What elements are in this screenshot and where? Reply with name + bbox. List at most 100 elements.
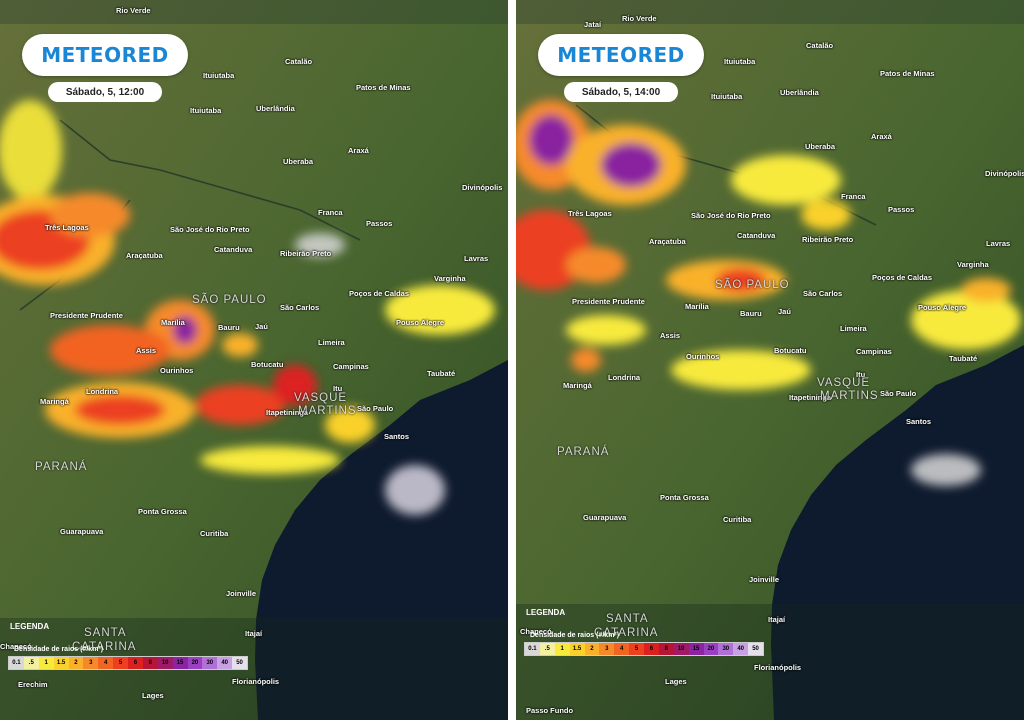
city-label: Uberaba [283,157,314,166]
timestamp-badge: Sábado, 5, 12:00 [48,82,162,102]
city-label: Pouso Alegre [396,318,445,327]
legend-bin: 40 [733,643,749,655]
brand-name: METEORED [557,43,685,67]
city-label: Marília [161,318,185,327]
state-label: SANTA [606,613,649,625]
city-label: Ituiutaba [711,92,743,101]
city-label: Florianópolis [232,677,280,686]
state-label: SÃO PAULO [715,279,790,291]
city-label: Ituiutaba [203,71,235,80]
city-label: Presidente Prudente [50,311,123,320]
city-label: Uberlândia [256,104,295,113]
state-label: MARTINS [820,390,879,402]
city-label: Lavras [986,239,1011,248]
city-label: Rio Verde [622,14,657,23]
state-label: MARTINS [298,405,357,417]
city-label: Presidente Prudente [572,297,645,306]
city-label: Passos [366,219,393,228]
city-label: Joinville [749,575,780,584]
map-panel-right: METEORED Sábado, 5, 14:00 Jataí Rio Verde… [516,0,1024,720]
city-label: Uberlândia [780,88,819,97]
state-label: CATARINA [594,627,659,639]
city-label: Maringá [40,397,69,406]
satellite-map-right [516,0,1024,720]
city-label: Ituiutaba [724,57,756,66]
city-label: Catanduva [737,231,776,240]
state-label: CATARINA [72,641,137,653]
legend-bin: 30 [718,643,734,655]
city-label: Itu [333,384,343,393]
city-label: Ponta Grossa [138,507,187,516]
city-label: Londrina [86,387,119,396]
city-label: Jataí [584,20,602,29]
meteored-logo: METEORED [22,34,188,76]
city-label: Santos [384,432,410,441]
city-label: Patos de Minas [880,69,935,78]
city-label: Taubaté [949,354,978,363]
meteored-logo: METEORED [538,34,704,76]
city-label: Passos [888,205,915,214]
city-label: Divinópolis [462,183,503,192]
state-label: VASQUE [817,377,871,389]
city-label: Varginha [434,274,466,283]
city-label: São Paulo [357,404,394,413]
city-label: Araxá [348,146,369,155]
city-label: Catalão [806,41,834,50]
city-label: Catalão [285,57,313,66]
city-label: Maringá [563,381,592,390]
city-label: Itu [856,370,866,379]
city-label: Divinópolis [985,169,1024,178]
city-label: Lavras [464,254,489,263]
city-label: Ourinhos [160,366,194,375]
legend-bin: 0.1 [525,643,540,655]
city-label: Bauru [740,309,762,318]
city-label: Itapetininga [266,408,309,417]
city-label: Poços de Caldas [349,289,410,298]
city-label: Rio Verde [116,6,151,15]
legend-bin: 8 [658,643,674,655]
city-label: São José do Rio Preto [170,225,250,234]
city-label: Jaú [255,322,268,331]
lightning-density-overlay-left [0,100,495,515]
legend-bin: 10 [157,657,173,669]
timestamp-badge: Sábado, 5, 14:00 [564,82,678,102]
city-label: Ribeirão Preto [280,249,332,258]
city-label: Uberaba [805,142,836,151]
city-label: Joinville [226,589,257,598]
city-label: São José do Rio Preto [691,211,771,220]
legend-bin: 50 [748,643,763,655]
legend-bin: 20 [187,657,203,669]
state-label: PARANÁ [557,446,610,458]
lightning-density-overlay-right [516,100,1021,486]
city-label: Jaú [778,307,791,316]
city-label: Assis [660,331,681,340]
legend-bin: 4 [98,657,114,669]
city-label: Bauru [218,323,240,332]
legend-bin: 0.1 [9,657,24,669]
city-label: Chapecó [0,642,32,651]
legend-bin: 15 [688,643,704,655]
legend-bin: 3 [83,657,99,669]
brand-name: METEORED [41,43,169,67]
legend-subtitle: Densidade de raios (#/km²) [14,646,104,653]
legend-bin: 6 [644,643,659,655]
panel-divider [508,0,516,720]
legend-bin: 20 [703,643,719,655]
legend-right: LEGENDA Densidade de raios (#/km²) 0.1.5… [516,604,1024,706]
city-label: Florianópolis [754,663,802,672]
city-label: Guarapuava [583,513,627,522]
city-label: Botucatu [774,346,807,355]
city-label: Três Lagoas [45,223,89,232]
legend-bin: 50 [232,657,247,669]
legend-bin: .5 [539,643,555,655]
city-label: Araçatuba [126,251,163,260]
legend-bin: 2 [68,657,84,669]
city-label: Franca [841,192,866,201]
city-label: Varginha [957,260,989,269]
city-label: Curitiba [200,529,229,538]
legend-bin: 40 [217,657,233,669]
map-panel-left: METEORED Sábado, 5, 12:00 Rio Verde Catal… [0,0,508,720]
legend-bin: 4 [614,643,630,655]
legend-bin: 8 [142,657,158,669]
